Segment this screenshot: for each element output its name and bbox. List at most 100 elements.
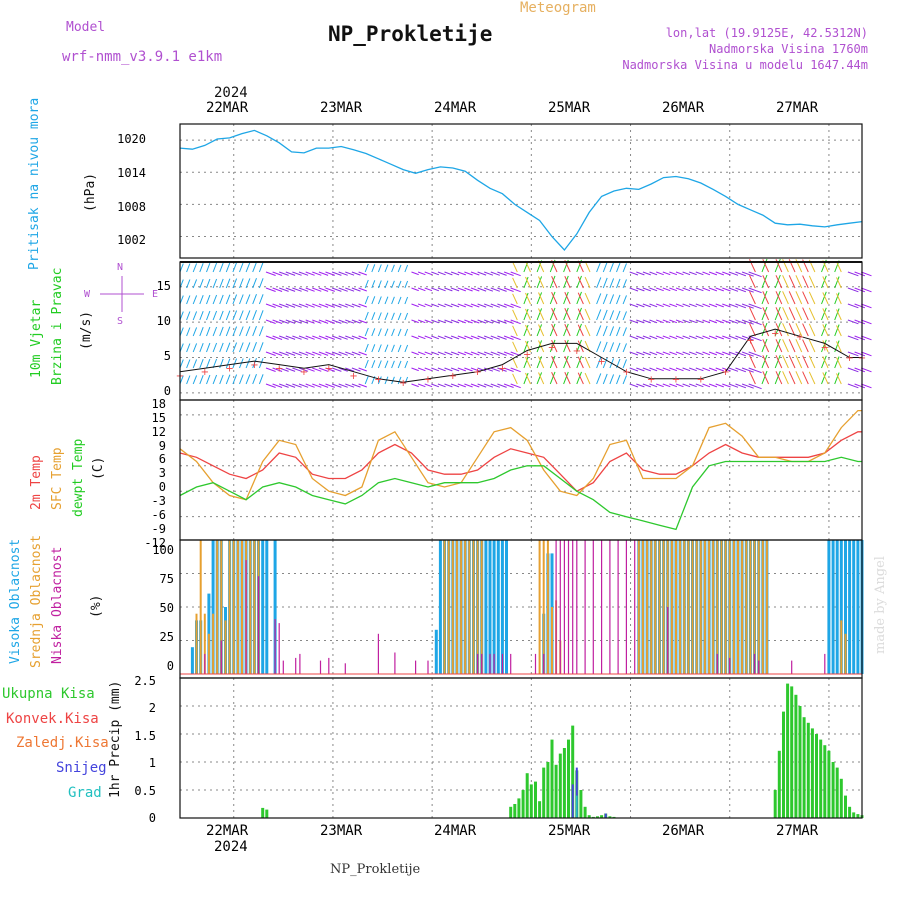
compass-s: S <box>117 316 124 327</box>
precip-bar-0 <box>542 767 546 818</box>
wind-barb <box>715 383 724 388</box>
wind-barb <box>470 271 480 276</box>
wind-barb <box>602 341 608 353</box>
wind-barb <box>325 319 335 324</box>
wind-barb <box>298 287 309 292</box>
wind-barb <box>609 310 615 321</box>
wind-barb <box>411 351 419 356</box>
wind-barb <box>656 367 664 372</box>
wind-barb <box>484 383 494 388</box>
wind-barb <box>417 335 426 340</box>
cloud-bar-1 <box>683 540 686 674</box>
bottom-date-27: 27MAR <box>776 823 819 839</box>
wind-barb <box>622 327 627 337</box>
wind-barb <box>762 291 770 305</box>
cloud-bar-1 <box>451 540 454 674</box>
wind-barb <box>431 319 440 324</box>
cloud-bar-0 <box>831 540 835 674</box>
precip-bar-0 <box>546 762 550 818</box>
wind-barb <box>265 367 276 372</box>
wind-barb <box>450 303 460 308</box>
wind-barb <box>331 367 342 372</box>
wind-barb <box>232 358 238 369</box>
wind-barb <box>728 335 739 340</box>
wind-barb <box>577 324 584 337</box>
wind-barb <box>239 342 244 353</box>
wind-barb <box>549 307 556 321</box>
wind-barb <box>808 307 816 321</box>
wind-barb <box>728 303 739 308</box>
top-date-25: 25MAR <box>548 100 591 116</box>
wind-barb <box>669 319 678 324</box>
wind-barb <box>836 341 842 353</box>
wind-barb <box>258 374 264 385</box>
wind-barb <box>749 339 756 353</box>
wind-barb <box>609 262 615 273</box>
wind-barb <box>728 287 739 292</box>
precip-bar-1 <box>571 784 574 818</box>
cloud-bar-0 <box>488 540 492 674</box>
wind-barb <box>649 303 658 308</box>
wind-barb <box>411 383 419 388</box>
wind-barb <box>444 335 453 340</box>
wind-barb <box>821 307 827 321</box>
wind-barb <box>312 319 322 324</box>
wind-barb <box>312 367 322 372</box>
wind-barb <box>384 344 389 353</box>
wind-barb <box>272 287 283 292</box>
wind-barb <box>523 372 529 385</box>
wind-barb <box>669 351 678 356</box>
wind-barb <box>616 262 621 273</box>
elevation-label: Nadmorska Visina 1760m <box>709 42 868 56</box>
wind-barb <box>279 383 289 388</box>
cloud-bar-0 <box>835 540 839 674</box>
wind-barb <box>642 303 651 308</box>
top-date-27: 27MAR <box>776 100 819 116</box>
wind-barb <box>669 383 678 388</box>
precip-bar-0 <box>608 816 612 818</box>
wind-barb <box>822 276 829 289</box>
wind-barb <box>484 271 494 276</box>
wind-barb <box>397 376 402 385</box>
wind-barb <box>245 262 251 273</box>
cloud-bar-2 <box>220 640 222 674</box>
wind-barb <box>523 276 529 289</box>
wind-barb <box>312 335 322 340</box>
wind-barb <box>298 367 309 372</box>
wind-barb <box>512 341 518 353</box>
wind-barb <box>411 303 419 308</box>
wind-barb <box>258 358 264 369</box>
wind-barb <box>622 295 627 305</box>
wind-barb <box>331 271 342 276</box>
wind-barb <box>351 303 361 308</box>
wind-barb <box>802 275 809 289</box>
wind-barb <box>305 271 315 276</box>
wind-barb <box>749 307 756 321</box>
wind-barb <box>748 367 762 374</box>
wind-barb <box>722 287 731 292</box>
wind-barb <box>636 319 645 324</box>
wind-barb <box>364 311 369 321</box>
wind-barb <box>490 383 500 388</box>
cloud-bar-1 <box>216 540 219 674</box>
wind-barb <box>325 367 335 372</box>
wind-barb <box>656 271 664 276</box>
wind-barb <box>325 383 335 388</box>
wind-barb <box>741 287 754 293</box>
wind-barb <box>775 291 783 305</box>
precip-frame <box>179 677 863 819</box>
wind-barb <box>847 335 859 341</box>
wind-barb <box>741 319 754 325</box>
cloud-bar-1 <box>687 540 690 674</box>
wind-barb <box>239 326 244 337</box>
wind-barb <box>338 335 348 340</box>
wind-barb <box>338 303 348 308</box>
precip-bar-1 <box>575 767 578 818</box>
wind-barb <box>411 287 419 292</box>
cloud-bar-2 <box>394 652 396 674</box>
wind-barb <box>245 326 251 337</box>
cloud-bar-1 <box>753 540 756 674</box>
pressure-tick-1020: 1020 <box>117 132 146 146</box>
wind-barb <box>525 372 531 385</box>
